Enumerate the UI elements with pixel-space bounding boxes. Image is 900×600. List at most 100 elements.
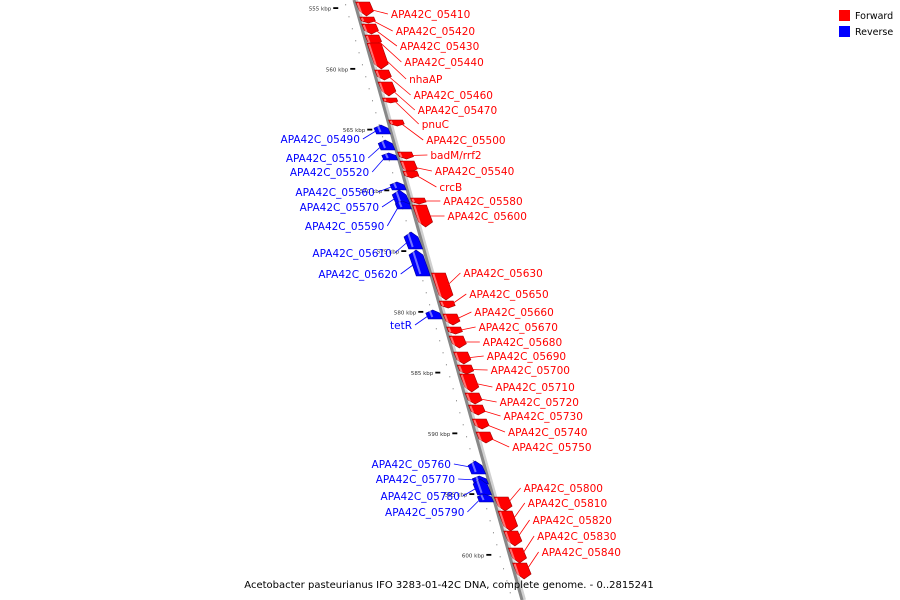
gene-highlight [428,310,434,318]
gene-label[interactable]: APA42C_05630 [463,268,542,280]
gene-label[interactable]: APA42C_05680 [483,337,562,349]
gene-highlight [476,479,483,494]
gene-label[interactable]: APA42C_05690 [487,351,566,363]
gene-highlight [360,17,365,22]
gene-leader-line [367,144,383,159]
gene-label[interactable]: APA42C_05840 [542,547,621,559]
gene-label[interactable]: APA42C_05440 [404,57,483,69]
gene-label[interactable]: APA42C_05620 [318,269,397,281]
tick-label: 600 kbp [462,553,485,559]
guide-dot [492,532,494,534]
gene-label[interactable]: APA42C_05610 [312,248,391,260]
gene-highlight [447,327,452,333]
gene-leader-line [511,502,526,522]
gene-label[interactable]: APA42C_05410 [391,9,470,21]
guide-dot [506,580,508,582]
gene-label[interactable]: APA42C_05700 [491,365,570,377]
tick-mark [486,553,492,556]
guide-dot [452,388,454,390]
gene-highlight [450,336,456,347]
gene-label[interactable]: badM/rrf2 [430,150,481,162]
gene-label[interactable]: APA42C_05420 [396,26,475,38]
gene-label[interactable]: APA42C_05830 [537,531,616,543]
guide-dot [422,280,424,282]
gene-label[interactable]: nhaAP [409,74,442,86]
backbone-line [352,0,524,600]
gene-leader-line [477,398,497,403]
gene-feature [467,404,486,416]
gene-highlight [356,2,363,15]
guide-dot [435,328,437,330]
gene-leader-line [368,8,388,15]
gene-highlight [368,43,378,68]
gene-highlight [458,365,463,373]
gene-highlight [513,563,521,578]
gene-label[interactable]: APA42C_05570 [300,202,379,214]
tick-label: 575 kbp [377,250,400,256]
gene-highlight [379,82,385,95]
gene-highlight [398,152,403,158]
gene-feature [361,23,379,35]
guide-dot [351,28,353,30]
gene-feature [471,418,490,430]
tick-mark [435,371,441,374]
gene-highlight [383,98,387,102]
gene-highlight [375,70,381,79]
gene-label[interactable]: APA42C_05430 [400,41,479,53]
gene-label[interactable]: APA42C_05670 [479,322,558,334]
gene-label[interactable]: APA42C_05820 [533,515,612,527]
gene-label[interactable]: crcB [439,182,462,194]
gene-feature [394,200,412,210]
gene-leader-line [412,166,432,172]
gene-feature [453,351,472,365]
gene-leader-line [525,551,539,572]
gene-feature [442,313,461,326]
gene-label[interactable]: APA42C_05720 [500,397,579,409]
gene-label[interactable]: APA42C_05600 [448,211,527,223]
gene-feature [402,170,420,179]
gene-label[interactable]: pnuC [422,119,449,131]
gene-label[interactable]: APA42C_05770 [376,474,455,486]
gene-feature [381,152,399,161]
gene-label[interactable]: APA42C_05540 [435,166,514,178]
gene-label[interactable]: APA42C_05800 [524,483,603,495]
gene-leader-line [451,293,467,305]
gene-highlight [395,190,402,203]
gene-leader-line [400,122,424,141]
guide-dot [378,124,380,126]
gene-label[interactable]: APA42C_05490 [281,134,360,146]
gene-label[interactable]: APA42C_05510 [286,153,365,165]
gene-label[interactable]: APA42C_05520 [290,167,369,179]
gene-label[interactable]: APA42C_05500 [426,135,505,147]
guide-dot [486,508,488,510]
tick-mark [350,67,356,70]
gene-leader-line [506,487,521,505]
gene-highlight [471,461,477,473]
gene-label[interactable]: APA42C_05810 [528,498,607,510]
gene-label[interactable]: APA42C_05710 [495,382,574,394]
gene-label[interactable]: APA42C_05650 [469,289,548,301]
gene-leader-line [362,129,379,140]
gene-label[interactable]: APA42C_05560 [295,187,374,199]
gene-feature [497,510,519,532]
gene-label[interactable]: APA42C_05660 [474,307,553,319]
gene-label[interactable]: APA42C_05740 [508,427,587,439]
gene-label[interactable]: APA42C_05730 [504,411,583,423]
gene-leader-line [377,185,395,193]
gene-feature [425,309,443,320]
gene-label[interactable]: APA42C_05750 [512,442,591,454]
gene-label[interactable]: APA42C_05460 [414,90,493,102]
gene-label[interactable]: APA42C_05780 [381,491,460,503]
guide-dot [375,112,377,114]
gene-label[interactable]: APA42C_05590 [305,221,384,233]
gene-label[interactable]: APA42C_05580 [443,196,522,208]
tick-mark [452,432,458,435]
guide-dot [509,592,511,594]
gene-label[interactable]: APA42C_05760 [372,459,451,471]
gene-highlight [413,205,422,226]
gene-label[interactable]: APA42C_05790 [385,507,464,519]
guide-dot [392,172,394,174]
gene-label[interactable]: APA42C_05470 [418,105,497,117]
gene-highlight [411,198,415,203]
gene-label[interactable]: tetR [390,320,412,332]
